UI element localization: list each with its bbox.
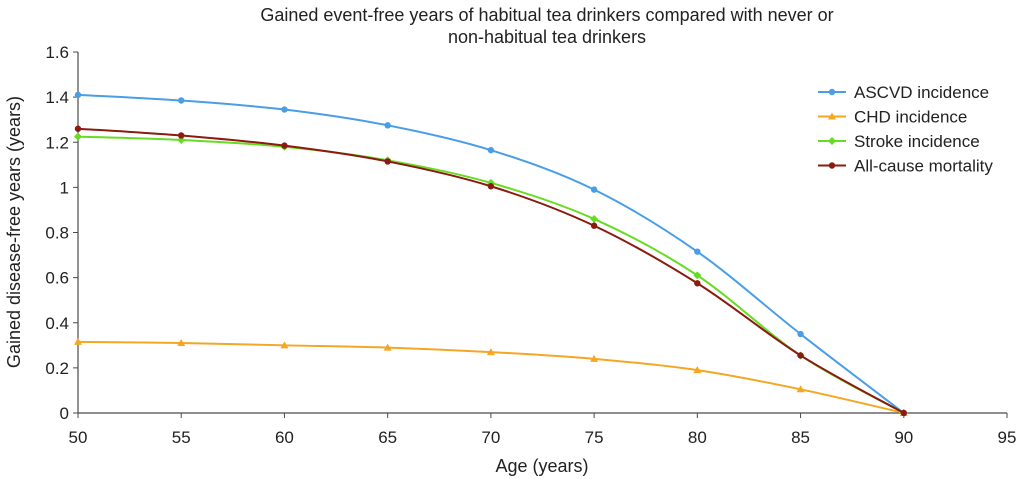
x-tick-label: 55 (172, 428, 191, 447)
y-tick-label: 0.6 (45, 269, 69, 288)
data-point (178, 97, 185, 104)
data-point (177, 135, 186, 144)
series-layer (74, 91, 908, 417)
data-point (487, 146, 495, 154)
x-axis-label: Age (years) (495, 456, 588, 476)
data-point (796, 385, 805, 393)
chart-title-line-1: Gained event-free years of habitual tea … (260, 5, 833, 25)
data-point (590, 222, 598, 229)
x-tick-label: 70 (481, 428, 500, 447)
data-point (281, 106, 288, 113)
data-point (590, 354, 599, 362)
legend-marker (828, 112, 836, 120)
x-tick-label: 50 (69, 428, 88, 447)
data-point (694, 280, 701, 287)
series-line (77, 135, 905, 414)
data-point (590, 214, 599, 223)
y-tick-label: 0.2 (45, 359, 69, 378)
data-point (178, 132, 185, 139)
series-line (77, 93, 905, 414)
data-point (74, 125, 82, 132)
legend: ASCVD incidence CHD incidence Stroke incid… (818, 83, 993, 176)
data-point (797, 330, 804, 338)
x-tick-label: 60 (275, 428, 294, 447)
data-point (281, 142, 288, 149)
data-point (487, 183, 495, 190)
data-point (900, 409, 907, 417)
data-point (74, 337, 82, 345)
legend-marker (828, 88, 836, 96)
x-tick-label: 95 (998, 428, 1017, 447)
y-tick-label: 1.4 (45, 88, 69, 107)
data-point (384, 158, 391, 165)
data-point (74, 91, 82, 99)
data-point (693, 366, 702, 374)
chart-title-line-2: non-habitual tea drinkers (448, 27, 646, 47)
series-1 (74, 91, 907, 417)
data-point (797, 352, 804, 359)
x-tick-label: 65 (378, 428, 397, 447)
legend-label: CHD incidence (854, 108, 967, 127)
data-point (694, 248, 701, 255)
series-line (77, 127, 905, 414)
y-tick-label: 1.2 (45, 133, 69, 152)
legend-label: ASCVD incidence (854, 83, 989, 102)
legend-label: Stroke incidence (854, 132, 980, 151)
y-tick-label: 1 (60, 178, 69, 197)
series-3 (74, 132, 908, 417)
legend-marker (828, 162, 836, 169)
legend-item: All-cause mortality (818, 157, 993, 176)
data-point (383, 343, 392, 351)
legend-label: All-cause mortality (854, 157, 993, 176)
x-tick-label: 80 (688, 428, 707, 447)
y-axis-label: Gained disease-free years (years) (4, 96, 24, 368)
series-4 (74, 125, 907, 417)
legend-marker (828, 137, 836, 145)
data-point (693, 271, 702, 280)
x-tick-label: 75 (585, 428, 604, 447)
y-tick-label: 0 (60, 404, 69, 423)
data-point (280, 341, 289, 349)
legend-item: ASCVD incidence (818, 83, 989, 102)
y-tick-label: 1.6 (45, 43, 69, 62)
data-point (74, 132, 82, 141)
legend-item: Stroke incidence (818, 132, 980, 151)
x-tick-label: 90 (894, 428, 913, 447)
x-tick-label: 85 (791, 428, 810, 447)
series-2 (74, 337, 908, 416)
data-point (486, 348, 495, 356)
data-point (384, 122, 391, 129)
data-point (177, 339, 186, 347)
y-axis: 0 0.2 0.4 0.6 0.8 1 1.2 1.4 1.6 (45, 43, 79, 423)
y-tick-label: 0.4 (45, 314, 69, 333)
x-axis: 50 55 60 65 70 75 80 85 90 95 (69, 412, 1017, 447)
data-point (590, 186, 598, 193)
y-tick-label: 0.8 (45, 224, 69, 243)
legend-item: CHD incidence (818, 108, 967, 127)
